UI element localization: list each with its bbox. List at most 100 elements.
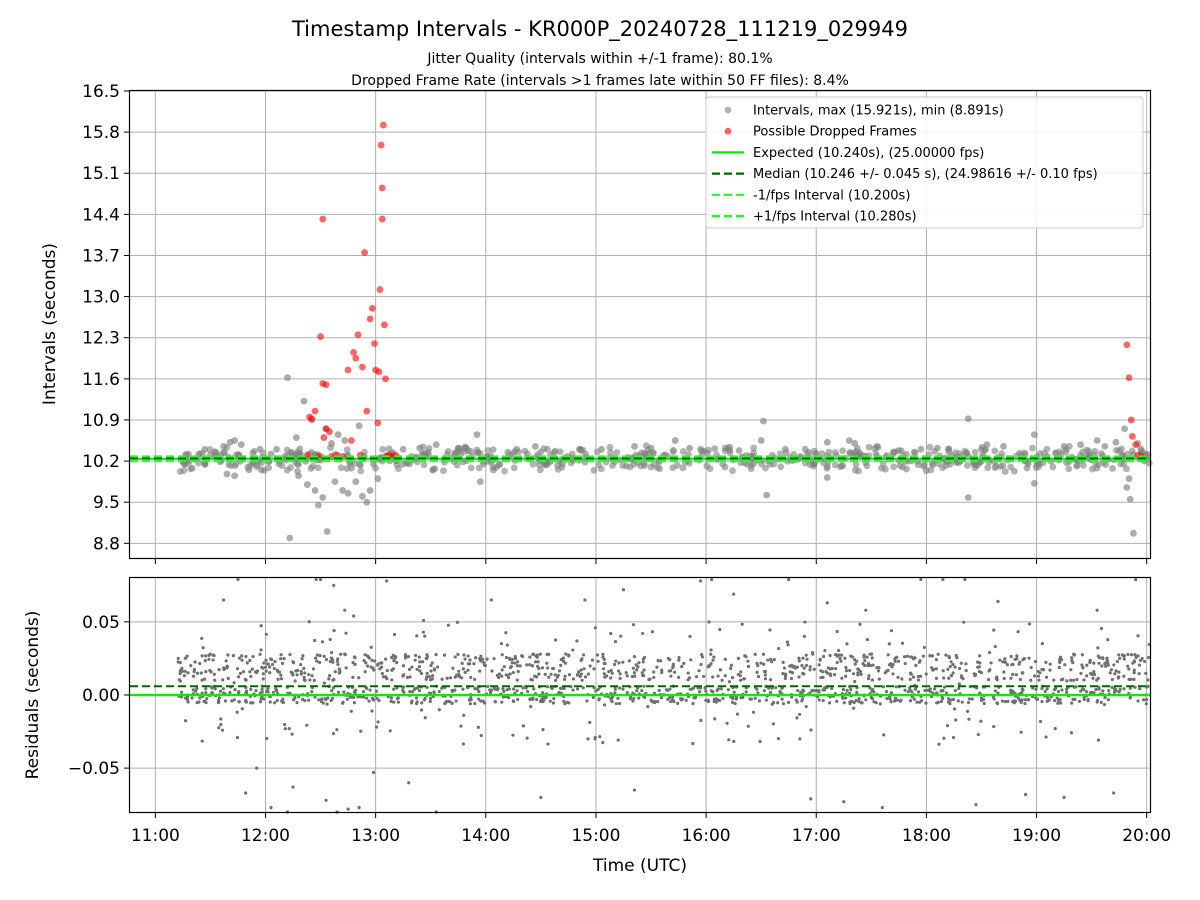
legend-label: Median (10.246 +/- 0.045 s), (24.98616 +… <box>753 167 1098 182</box>
residual-point <box>268 671 272 675</box>
interval-point <box>607 449 614 456</box>
residual-point <box>408 675 412 679</box>
residual-point <box>1082 678 1086 682</box>
residual-point <box>226 653 230 657</box>
residual-point <box>951 735 956 740</box>
residual-point <box>515 664 520 668</box>
interval-point <box>231 437 239 444</box>
interval-point <box>1073 462 1081 470</box>
residual-point <box>508 672 512 676</box>
interval-point <box>856 450 864 458</box>
residual-point <box>842 701 846 705</box>
residual-point <box>659 696 664 700</box>
residual-point <box>694 675 699 679</box>
residual-point <box>563 674 567 678</box>
interval-point <box>598 445 605 453</box>
residual-point <box>617 669 621 673</box>
residual-point <box>331 678 335 682</box>
interval-point <box>647 444 655 452</box>
residual-point <box>936 652 940 656</box>
residual-point <box>652 675 656 679</box>
residual-point <box>363 670 367 674</box>
residual-point <box>881 685 886 689</box>
residual-point <box>740 622 744 626</box>
residual-point <box>391 667 395 671</box>
residual-point <box>296 668 300 672</box>
legend-label: -1/fps Interval (10.200s) <box>753 188 910 203</box>
residual-point <box>417 665 422 669</box>
interval-point <box>810 462 818 470</box>
residual-point <box>801 671 805 675</box>
residuals-y-ticks: −0.05 0.00 0.05 <box>68 613 130 779</box>
residual-point <box>580 678 584 682</box>
interval-point <box>763 491 771 499</box>
residual-point <box>273 659 277 664</box>
interval-point <box>649 450 657 457</box>
interval-point <box>220 442 228 450</box>
residual-point <box>987 650 992 655</box>
interval-point <box>424 451 432 459</box>
residual-point <box>204 687 208 691</box>
residual-point <box>1059 678 1064 682</box>
residual-point <box>966 700 971 705</box>
residual-point <box>834 667 838 671</box>
residual-point <box>870 656 874 660</box>
residual-point <box>1147 655 1151 660</box>
residual-point <box>1009 676 1013 680</box>
residual-point <box>1054 686 1058 691</box>
residual-point <box>508 665 513 670</box>
residual-point <box>769 657 773 661</box>
residual-point <box>392 658 396 662</box>
residual-point <box>878 702 882 706</box>
dropped-frame-point <box>379 121 387 129</box>
residual-point <box>619 634 623 638</box>
dropped-frame-point <box>374 419 382 427</box>
residual-point <box>719 687 723 691</box>
residual-point <box>1092 672 1097 677</box>
residual-point <box>609 676 613 680</box>
residual-point <box>864 608 868 612</box>
residual-point <box>367 656 371 660</box>
residual-point <box>579 672 583 676</box>
residual-point <box>693 696 697 700</box>
dropped-frame-point <box>348 437 355 444</box>
residual-point <box>430 677 434 681</box>
residual-point <box>1107 688 1111 693</box>
interval-point <box>845 437 853 444</box>
y-tick-label: 0.05 <box>82 613 120 633</box>
residual-point <box>311 667 316 671</box>
residual-point <box>1043 689 1047 694</box>
residual-point <box>677 655 681 660</box>
residual-point <box>939 699 943 704</box>
residual-point <box>858 622 862 626</box>
residual-point <box>1032 674 1037 678</box>
residual-point <box>817 663 821 667</box>
residual-point <box>291 660 295 664</box>
interval-point <box>595 461 603 469</box>
residual-point <box>279 657 283 661</box>
residual-point <box>1018 677 1022 682</box>
residual-point <box>763 677 768 681</box>
residual-point <box>671 664 675 668</box>
residual-point <box>515 678 519 682</box>
residual-point <box>947 656 951 660</box>
residual-point <box>579 668 583 672</box>
residual-point <box>240 707 244 711</box>
residual-point <box>931 691 935 695</box>
residual-point <box>283 727 287 731</box>
residual-point <box>419 671 424 676</box>
residual-point <box>429 663 433 668</box>
residual-point <box>508 657 512 661</box>
residual-point <box>1065 690 1069 694</box>
residual-point <box>178 671 182 676</box>
residual-point <box>200 636 204 641</box>
residual-point <box>770 660 774 664</box>
residual-point <box>307 672 311 677</box>
interval-point <box>223 470 231 478</box>
residual-point <box>871 663 875 667</box>
residual-point <box>500 700 504 704</box>
residual-point <box>324 798 328 802</box>
residual-point <box>1002 676 1006 681</box>
residual-point <box>640 671 644 675</box>
residual-point <box>669 674 673 678</box>
